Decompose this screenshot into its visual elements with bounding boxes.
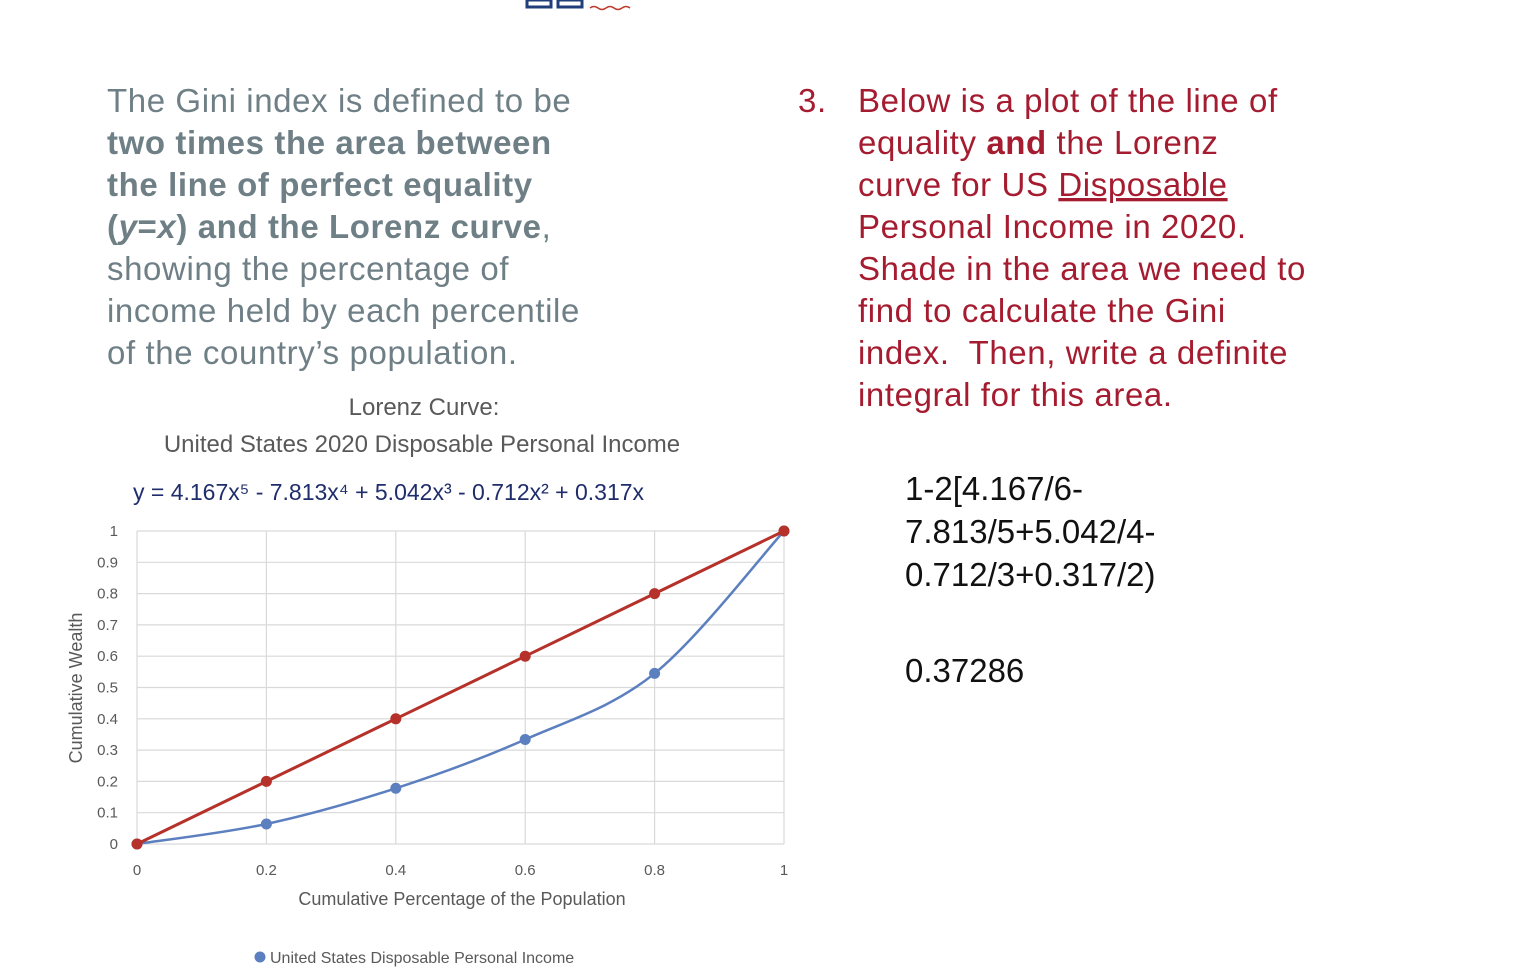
text: equality [858,124,986,161]
y-tick-label: 1 [110,523,118,540]
x-tick-label: 0.2 [256,862,277,879]
series-line [136,529,785,846]
text: two times the area between [107,124,552,161]
text: ) and the Lorenz curve [176,208,541,245]
question-line: equality and the Lorenz [858,124,1219,161]
x-tick-label: 1 [780,862,788,879]
text: showing the percentage of [107,250,509,287]
logo-fragment [525,0,553,9]
intro-line: showing the percentage of [107,250,509,287]
text: ( [107,208,119,245]
y-tick-label: 0.9 [97,554,118,571]
text: , [542,208,552,245]
answer-line: 7.813/5+5.042/4- [905,513,1155,550]
legend-marker [254,951,266,963]
data-point [390,713,402,725]
y-tick-label: 0.4 [97,711,118,728]
intro-line: of the country’s population. [107,334,518,371]
question-number: 3. [798,82,827,119]
question-line: integral for this area. [858,376,1173,413]
logo-fragment [556,0,584,9]
text: the Lorenz [1047,124,1219,161]
y-axis-title: Cumulative Wealth [66,613,86,764]
intro-line: income held by each percentile [107,292,580,329]
chart: Lorenz Curve: United States 2020 Disposa… [66,394,790,967]
text: curve for US [858,166,1058,203]
x-tick-label: 0.8 [644,862,665,879]
data-point [519,733,531,745]
y-tick-label: 0 [110,836,118,853]
question-line: find to calculate the Gini [858,292,1226,329]
intro-line: (y=x) and the Lorenz curve, [107,208,551,245]
intro-line: The Gini index is defined to be [107,82,571,119]
data-point [260,818,272,830]
data-point [131,838,143,850]
y-tick-label: 0.7 [97,617,118,634]
data-point [649,588,661,600]
text: find to calculate the Gini [858,292,1226,329]
x-tick-label: 0.6 [515,862,536,879]
answer: 1-2[4.167/6- 7.813/5+5.042/4- 0.712/3+0.… [905,470,1155,689]
x-tick-label: 0.4 [385,862,406,879]
question: 3. Below is a plot of the line of equali… [798,82,1306,413]
y-tick-label: 0.8 [97,586,118,603]
intro-line: two times the area between [107,124,552,161]
text: integral for this area. [858,376,1173,413]
data-point [390,782,402,794]
text: of the country’s population. [107,334,518,371]
y-tick-label: 0.6 [97,648,118,665]
chart-title: Lorenz Curve: [349,394,500,421]
trendline-equation: y = 4.167x⁵ - 7.813x⁴ + 5.042x³ - 0.712x… [133,479,645,505]
question-line: Shade in the area we need to [858,250,1306,287]
answer-result: 0.37286 [905,652,1024,689]
data-point [260,775,272,787]
data-point [519,650,531,662]
text: index. Then, write a definite [858,334,1288,371]
y-tick-label: 0.2 [97,773,118,790]
x-tick-label: 0 [133,862,141,879]
text: Shade in the area we need to [858,250,1306,287]
data-point [649,667,661,679]
text: Below is a plot of the line of [858,82,1278,119]
text: = [138,208,158,245]
text: income held by each percentile [107,292,580,329]
logo-fragment [589,5,631,11]
text: The Gini index is defined to be [107,82,571,119]
legend-label: United States Disposable Personal Income [270,950,574,967]
y-tick-label: 0.1 [97,805,118,822]
answer-line: 1-2[4.167/6- [905,470,1083,507]
intro-text: The Gini index is defined to be two time… [107,82,580,371]
text: Personal Income in 2020. [858,208,1247,245]
y-tick-label: 0.3 [97,742,118,759]
chart-title: United States 2020 Disposable Personal I… [164,431,680,458]
text: x [155,208,177,245]
y-tick-label: 0.5 [97,680,118,697]
answer-line: 0.712/3+0.317/2) [905,556,1155,593]
data-point [778,525,790,537]
text: the line of perfect equality [107,166,533,203]
x-axis-title: Cumulative Percentage of the Population [298,889,625,909]
question-line: index. Then, write a definite [858,334,1288,371]
text: Disposable [1058,166,1227,203]
intro-line: the line of perfect equality [107,166,533,203]
question-line: curve for US Disposable [858,166,1228,203]
question-line: Below is a plot of the line of [858,82,1278,119]
series-line [136,530,785,846]
text: y [117,208,139,245]
question-line: Personal Income in 2020. [858,208,1247,245]
text: and [986,124,1046,161]
